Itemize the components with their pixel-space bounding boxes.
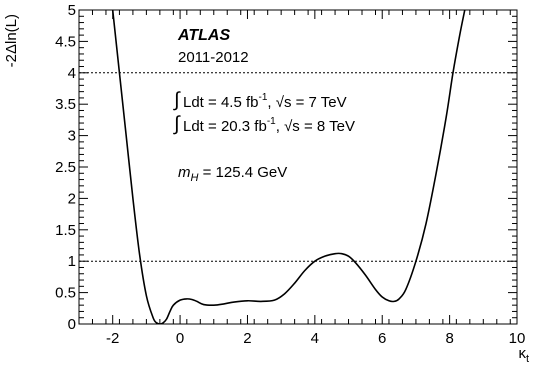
x-tick-label: 2 [243, 330, 251, 347]
years-label: 2011-2012 [178, 49, 249, 66]
y-tick-label: 5 [68, 2, 76, 19]
y-tick-label: 4 [68, 65, 76, 82]
y-tick-label: 3 [68, 128, 76, 145]
y-tick-label: 1.5 [55, 222, 76, 239]
x-axis-title-main: κ [518, 345, 526, 362]
integral-sign-2: ∫ [173, 113, 181, 135]
mass-sub: H [191, 172, 199, 184]
lumi2-energy: , √s = 8 TeV [276, 118, 355, 135]
likelihood-curve [111, 10, 466, 324]
x-axis-title-sub: t [526, 353, 529, 365]
y-tick-label: 2.5 [55, 159, 76, 176]
luminosity-8tev: Ldt = 20.3 fb-1, √s = 8 TeV [183, 116, 355, 135]
x-tick-label: 10 [509, 330, 526, 347]
lumi1-text: Ldt = 4.5 fb [183, 94, 258, 111]
axis-ticks: -2 0 2 4 6 8 10 0 0.5 1 1.5 2 2.5 3 3.5 4 4.5 5 [55, 2, 525, 347]
x-axis-title: κt [518, 345, 529, 365]
x-tick-label: 0 [176, 330, 184, 347]
lumi2-text: Ldt = 20.3 fb [183, 118, 267, 135]
y-tick-label: 0.5 [55, 285, 76, 302]
lumi1-energy: , √s = 7 TeV [267, 94, 346, 111]
y-tick-label: 3.5 [55, 96, 76, 113]
x-tick-label: 8 [445, 330, 453, 347]
plot-frame [78, 9, 518, 325]
lumi2-sup: -1 [267, 116, 276, 127]
mass-symbol: m [178, 164, 191, 181]
y-tick-label: 4.5 [55, 33, 76, 50]
y-tick-label: 1 [68, 253, 76, 270]
y-tick-label: 0 [68, 316, 76, 333]
reference-lines [79, 72, 517, 262]
mass-value: = 125.4 GeV [198, 164, 287, 181]
integral-sign-1: ∫ [173, 89, 181, 111]
y-tick-label: 2 [68, 190, 76, 207]
curve-layer [111, 10, 466, 324]
x-tick-label: 6 [378, 330, 386, 347]
y-axis-title: -2Δln(L) [3, 14, 20, 67]
x-tick-label: -2 [106, 330, 119, 347]
higgs-mass-label: mH = 125.4 GeV [178, 164, 287, 184]
experiment-label: ATLAS [177, 27, 230, 44]
luminosity-7tev: Ldt = 4.5 fb-1, √s = 7 TeV [183, 92, 347, 111]
lumi1-sup: -1 [258, 92, 267, 103]
x-tick-label: 4 [311, 330, 319, 347]
